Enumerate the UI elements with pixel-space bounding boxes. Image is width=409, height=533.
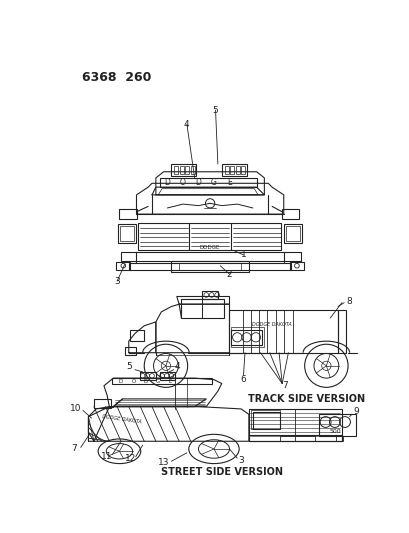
Bar <box>279 436 314 441</box>
Bar <box>285 227 299 241</box>
Bar <box>252 412 279 429</box>
Text: O: O <box>180 178 186 187</box>
Bar <box>190 166 194 174</box>
Bar <box>180 166 183 174</box>
Bar <box>179 263 240 270</box>
Text: D: D <box>164 178 170 187</box>
Text: 3: 3 <box>238 456 243 465</box>
Bar <box>185 166 189 174</box>
Text: E: E <box>169 379 172 384</box>
Bar <box>116 262 130 270</box>
Bar <box>160 178 256 187</box>
Bar <box>231 329 261 345</box>
Text: DODGE DAKOTA: DODGE DAKOTA <box>252 322 291 327</box>
Text: E: E <box>227 178 231 187</box>
Text: 4: 4 <box>174 362 180 371</box>
Text: 6: 6 <box>240 375 246 384</box>
Bar <box>283 224 301 244</box>
Bar <box>202 291 217 299</box>
Text: 3: 3 <box>114 277 120 286</box>
Bar <box>221 164 246 176</box>
Bar <box>251 410 279 429</box>
Text: 13: 13 <box>157 458 169 467</box>
Bar <box>171 164 196 176</box>
Bar <box>118 224 136 244</box>
Text: 12: 12 <box>124 455 136 464</box>
Text: 10: 10 <box>70 405 82 414</box>
Text: 2: 2 <box>226 270 232 279</box>
Text: 6368  260: 6368 260 <box>82 71 151 84</box>
Bar <box>318 414 355 436</box>
Bar <box>336 436 342 441</box>
Text: STREET SIDE VERSION: STREET SIDE VERSION <box>160 467 282 477</box>
Bar <box>119 209 136 220</box>
Text: G: G <box>211 178 216 187</box>
Bar <box>94 399 111 408</box>
Bar <box>140 372 155 379</box>
Bar <box>248 435 341 441</box>
Text: G: G <box>156 379 160 384</box>
Text: D: D <box>195 178 201 187</box>
Bar <box>111 378 212 384</box>
Text: 7: 7 <box>282 381 288 390</box>
Bar <box>235 166 239 174</box>
Bar <box>160 372 175 379</box>
Bar <box>240 166 245 174</box>
Text: 5: 5 <box>126 362 131 371</box>
Bar <box>174 166 178 174</box>
Bar <box>138 223 281 251</box>
Text: TRACK SIDE VERSION: TRACK SIDE VERSION <box>248 394 365 404</box>
Text: DODGE: DODGE <box>200 246 220 251</box>
Bar <box>130 329 144 341</box>
Bar <box>171 261 248 272</box>
Text: 8: 8 <box>346 297 352 305</box>
Bar <box>229 310 337 353</box>
Text: D: D <box>143 379 148 384</box>
Bar <box>128 263 291 270</box>
Text: D: D <box>119 379 123 384</box>
Text: DODGE DAKOTA: DODGE DAKOTA <box>101 415 142 425</box>
Text: 11: 11 <box>101 452 112 461</box>
Bar <box>181 299 224 318</box>
Bar <box>230 166 234 174</box>
Text: 7: 7 <box>72 445 77 454</box>
Text: 1: 1 <box>240 251 246 260</box>
Bar <box>281 209 299 220</box>
Text: 500: 500 <box>328 429 340 434</box>
Bar <box>337 310 345 353</box>
Bar <box>121 252 300 261</box>
Bar <box>120 227 134 241</box>
Bar <box>224 166 228 174</box>
Bar <box>248 409 341 441</box>
Text: 5: 5 <box>212 106 218 115</box>
Text: 9: 9 <box>352 408 358 416</box>
Bar <box>231 327 263 346</box>
Bar <box>125 348 136 355</box>
Text: 4: 4 <box>184 119 189 128</box>
Text: O: O <box>131 379 135 384</box>
Bar <box>289 262 303 270</box>
